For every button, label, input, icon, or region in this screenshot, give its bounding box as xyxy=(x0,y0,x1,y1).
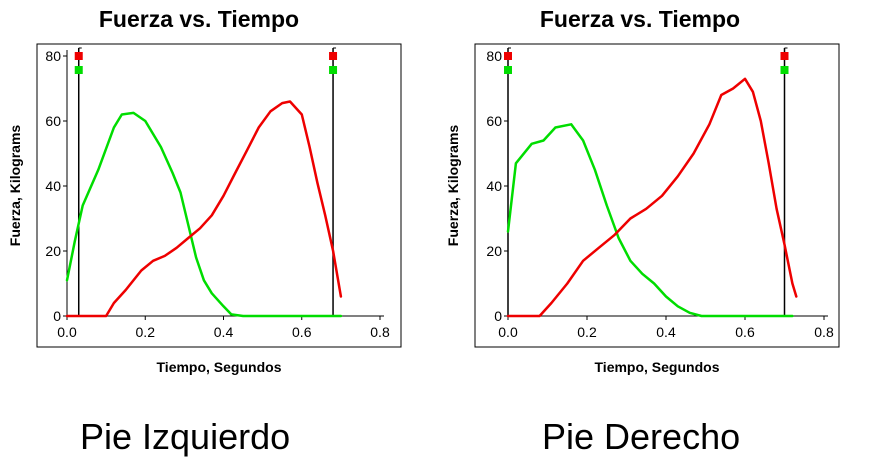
marker-square-red xyxy=(74,52,83,60)
series-line-green xyxy=(506,123,794,318)
y-tick-label: 80 xyxy=(486,48,502,64)
marker-square-green xyxy=(74,66,83,74)
x-tick-label: 0.6 xyxy=(735,324,755,340)
caption-left: Pie Izquierdo xyxy=(80,416,291,457)
x-tick-label: 0.4 xyxy=(656,324,676,340)
plot-frame xyxy=(36,43,402,348)
x-tick-label: 0.2 xyxy=(577,324,597,340)
x-tick-label: 0.0 xyxy=(57,324,77,340)
y-tick-label: 40 xyxy=(45,178,61,194)
chart-right: Fuerza vs. Tiempo 0 20 40 60 80 0.0 0.2 0.4 0.6 0.… xyxy=(445,6,840,375)
chart-left: Fuerza vs. Tiempo 0 20 40 60 80 0.0 0.2 0.4 0.6 0.… xyxy=(7,6,402,375)
marker-square-red xyxy=(504,52,512,60)
x-axis-label: Tiempo, Segundos xyxy=(595,359,720,375)
x-tick-label: 0.8 xyxy=(370,324,390,340)
marker-square-green xyxy=(504,66,512,74)
caption-right: Pie Derecho xyxy=(542,416,741,457)
marker-square-green xyxy=(329,66,338,74)
plot-frame xyxy=(474,43,840,348)
chart-title: Fuerza vs. Tiempo xyxy=(99,6,299,32)
y-axis-label: Fuerza, Kilograms xyxy=(445,125,461,247)
y-tick-label: 60 xyxy=(45,113,61,129)
y-tick-label: 60 xyxy=(486,113,502,129)
series-line-green xyxy=(65,111,343,318)
chart-title: Fuerza vs. Tiempo xyxy=(540,6,740,32)
y-tick-label: 80 xyxy=(45,48,61,64)
series-line-red xyxy=(506,77,798,318)
x-tick-label: 0.4 xyxy=(214,324,234,340)
y-axis-label: Fuerza, Kilograms xyxy=(7,125,23,247)
x-tick-label: 0.6 xyxy=(292,324,312,340)
x-axis-label: Tiempo, Segundos xyxy=(157,359,282,375)
x-tick-label: 0.0 xyxy=(498,324,518,340)
x-tick-label: 0.8 xyxy=(814,324,834,340)
y-tick-label: 20 xyxy=(45,243,61,259)
marker-square-red xyxy=(780,52,789,60)
y-tick-label: 0 xyxy=(494,308,502,324)
x-tick-label: 0.2 xyxy=(136,324,156,340)
y-tick-label: 0 xyxy=(53,308,61,324)
y-tick-label: 20 xyxy=(486,243,502,259)
y-tick-label: 40 xyxy=(486,178,502,194)
marker-square-green xyxy=(780,66,789,74)
series-line-red xyxy=(65,100,343,318)
marker-square-red xyxy=(329,52,338,60)
